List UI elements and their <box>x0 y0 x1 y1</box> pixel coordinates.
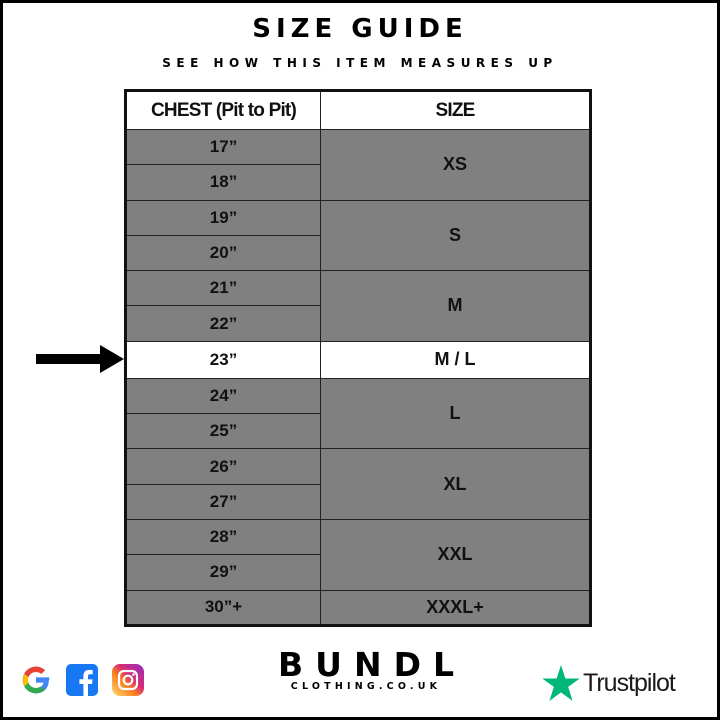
page-subtitle: SEE HOW THIS ITEM MEASURES UP <box>162 56 558 70</box>
chest-cell: 23” <box>125 340 321 379</box>
size-cell: M <box>320 270 591 342</box>
table-row: 24” L <box>125 377 591 450</box>
google-icon[interactable] <box>20 664 52 696</box>
chest-cell: 29” <box>125 554 321 591</box>
chest-cell: 20” <box>125 234 321 272</box>
table-row: 27” <box>125 483 591 520</box>
chest-cell: 28” <box>125 518 321 556</box>
chest-cell: 17” <box>125 128 321 166</box>
chest-cell: 22” <box>125 305 321 342</box>
table-row: 30”+ XXXL+ <box>125 589 591 626</box>
table-row: 23” M / L <box>125 340 591 379</box>
trustpilot-star-icon <box>542 665 580 701</box>
size-table: CHEST (Pit to Pit) SIZE 17” XS 18” 19” S 20” 2… <box>124 89 592 627</box>
table-row: 17” XS <box>125 128 591 201</box>
trustpilot-logo[interactable]: Trustpilot <box>542 665 676 701</box>
arrow-right-icon <box>36 345 124 373</box>
table-row: 29” <box>125 554 591 591</box>
table-row: 26” XL <box>125 448 591 520</box>
brand-domain: CLOTHING.CO.UK <box>290 681 442 692</box>
chest-cell: 26” <box>125 448 321 485</box>
table-row: 21” M <box>125 270 591 342</box>
brand-name: BUNDL <box>278 645 466 684</box>
size-cell: XXL <box>320 518 591 591</box>
chest-cell: 21” <box>125 270 321 307</box>
table-row: 20” <box>125 234 591 272</box>
chest-cell: 30”+ <box>125 589 321 626</box>
chest-cell: 18” <box>125 164 321 201</box>
chest-cell: 27” <box>125 483 321 520</box>
brand-logo: BUNDL CLOTHING.CO.UK <box>278 648 454 692</box>
size-cell: XS <box>320 129 591 201</box>
facebook-icon[interactable] <box>66 664 98 696</box>
size-cell: M / L <box>320 340 591 379</box>
chest-cell: 25” <box>125 413 321 450</box>
social-icons <box>20 664 144 696</box>
instagram-icon[interactable] <box>112 664 144 696</box>
column-header-size: SIZE <box>320 90 591 130</box>
table-row: 28” XXL <box>125 518 591 591</box>
column-header-chest: CHEST (Pit to Pit) <box>125 90 321 130</box>
page-title: SIZE GUIDE <box>252 14 468 44</box>
table-row: 25” <box>125 413 591 450</box>
chest-cell: 24” <box>125 377 321 415</box>
table-row: 19” S <box>125 199 591 272</box>
trustpilot-label: Trustpilot <box>583 668 676 697</box>
table-header-row: CHEST (Pit to Pit) SIZE <box>125 90 591 130</box>
size-cell: XL <box>320 448 591 520</box>
chest-cell: 19” <box>125 199 321 236</box>
size-cell: S <box>320 199 591 272</box>
table-row: 22” <box>125 305 591 342</box>
size-cell: XXXL+ <box>320 589 591 626</box>
size-cell: L <box>320 377 591 450</box>
